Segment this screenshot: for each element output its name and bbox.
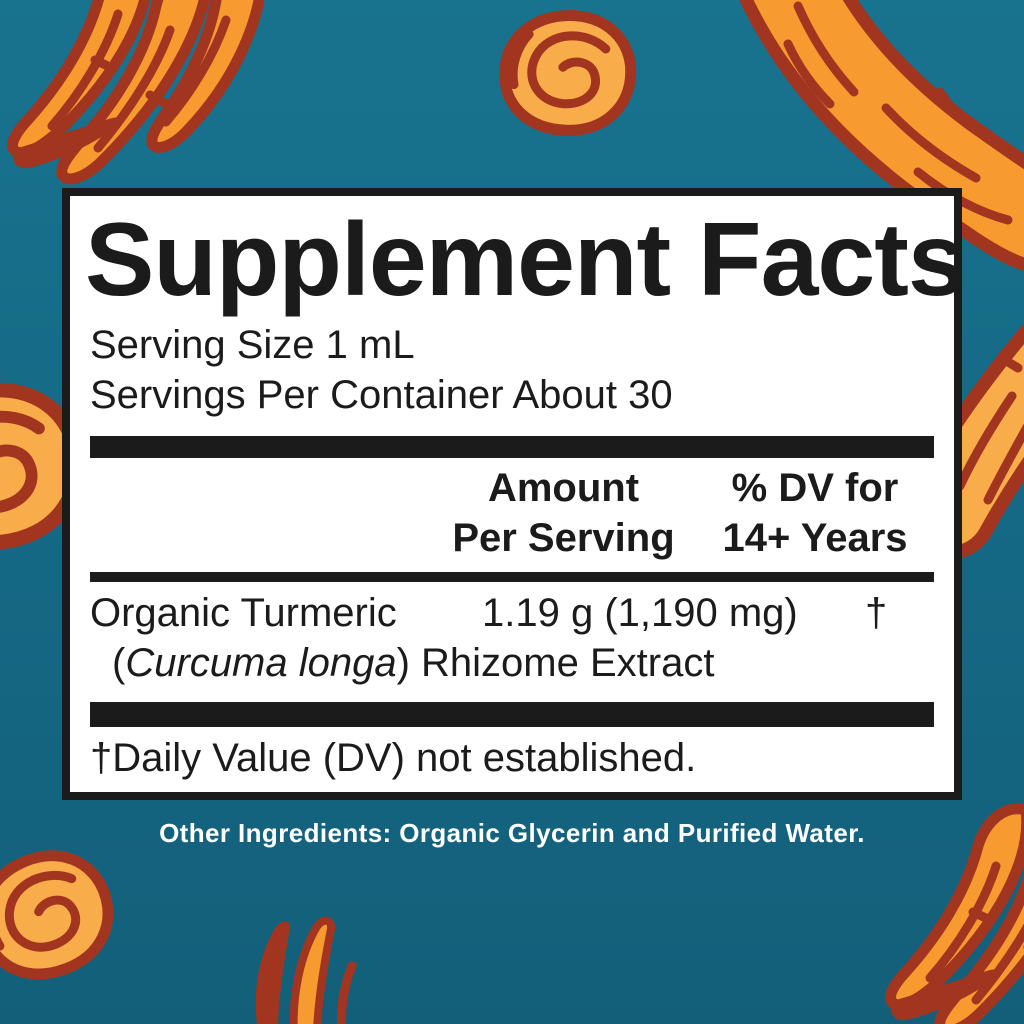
ingredient-name-line2: (Curcuma longa) Rhizome Extract [90, 639, 934, 689]
ingredient-botanical-name: Curcuma longa [125, 640, 397, 685]
other-ingredients: Other Ingredients: Organic Glycerin and … [159, 818, 865, 848]
amount-header-line1: Amount [487, 465, 640, 510]
ingredient-row: Organic Turmeric 1.19 g (1,190 mg) † (Cu… [90, 589, 934, 688]
dv-header-line1: % DV for [731, 465, 899, 510]
turmeric-slice-top-center [497, 7, 638, 139]
ingredient-dv-dagger: † [865, 591, 888, 636]
dv-footnote: †Daily Value (DV) not established. [90, 736, 697, 781]
amount-header-line2: Per Serving [452, 515, 675, 560]
serving-size: Serving Size 1 mL [90, 322, 415, 367]
ingredient-name: Organic Turmeric [90, 591, 397, 636]
supplement-facts-panel: Supplement Facts Serving Size 1 mL Servi… [62, 188, 966, 800]
panel-title: Supplement Facts [85, 202, 966, 318]
divider-thick-top [90, 435, 934, 458]
divider-thin [90, 572, 934, 583]
turmeric-root-tips-bottom [255, 916, 357, 1024]
ingredient-amount: 1.19 g (1,190 mg) [482, 591, 798, 636]
ingredient-name-rest: ) Rhizome Extract [396, 640, 715, 685]
turmeric-slice-bottom-left [0, 844, 120, 986]
ingredient-name-paren-open: ( [112, 640, 126, 685]
dv-header-line2: 14+ Years [722, 515, 908, 560]
servings-per-container: Servings Per Container About 30 [90, 372, 673, 417]
turmeric-root-top-left [12, 0, 262, 179]
turmeric-root-top-right [739, 0, 1024, 271]
column-headers-line1: Amount % DV for [90, 464, 934, 514]
divider-thick-bottom [90, 702, 934, 728]
ingredient-row-line1: Organic Turmeric 1.19 g (1,190 mg) † [90, 589, 934, 639]
column-headers-line2: Per Serving 14+ Years [90, 514, 934, 564]
